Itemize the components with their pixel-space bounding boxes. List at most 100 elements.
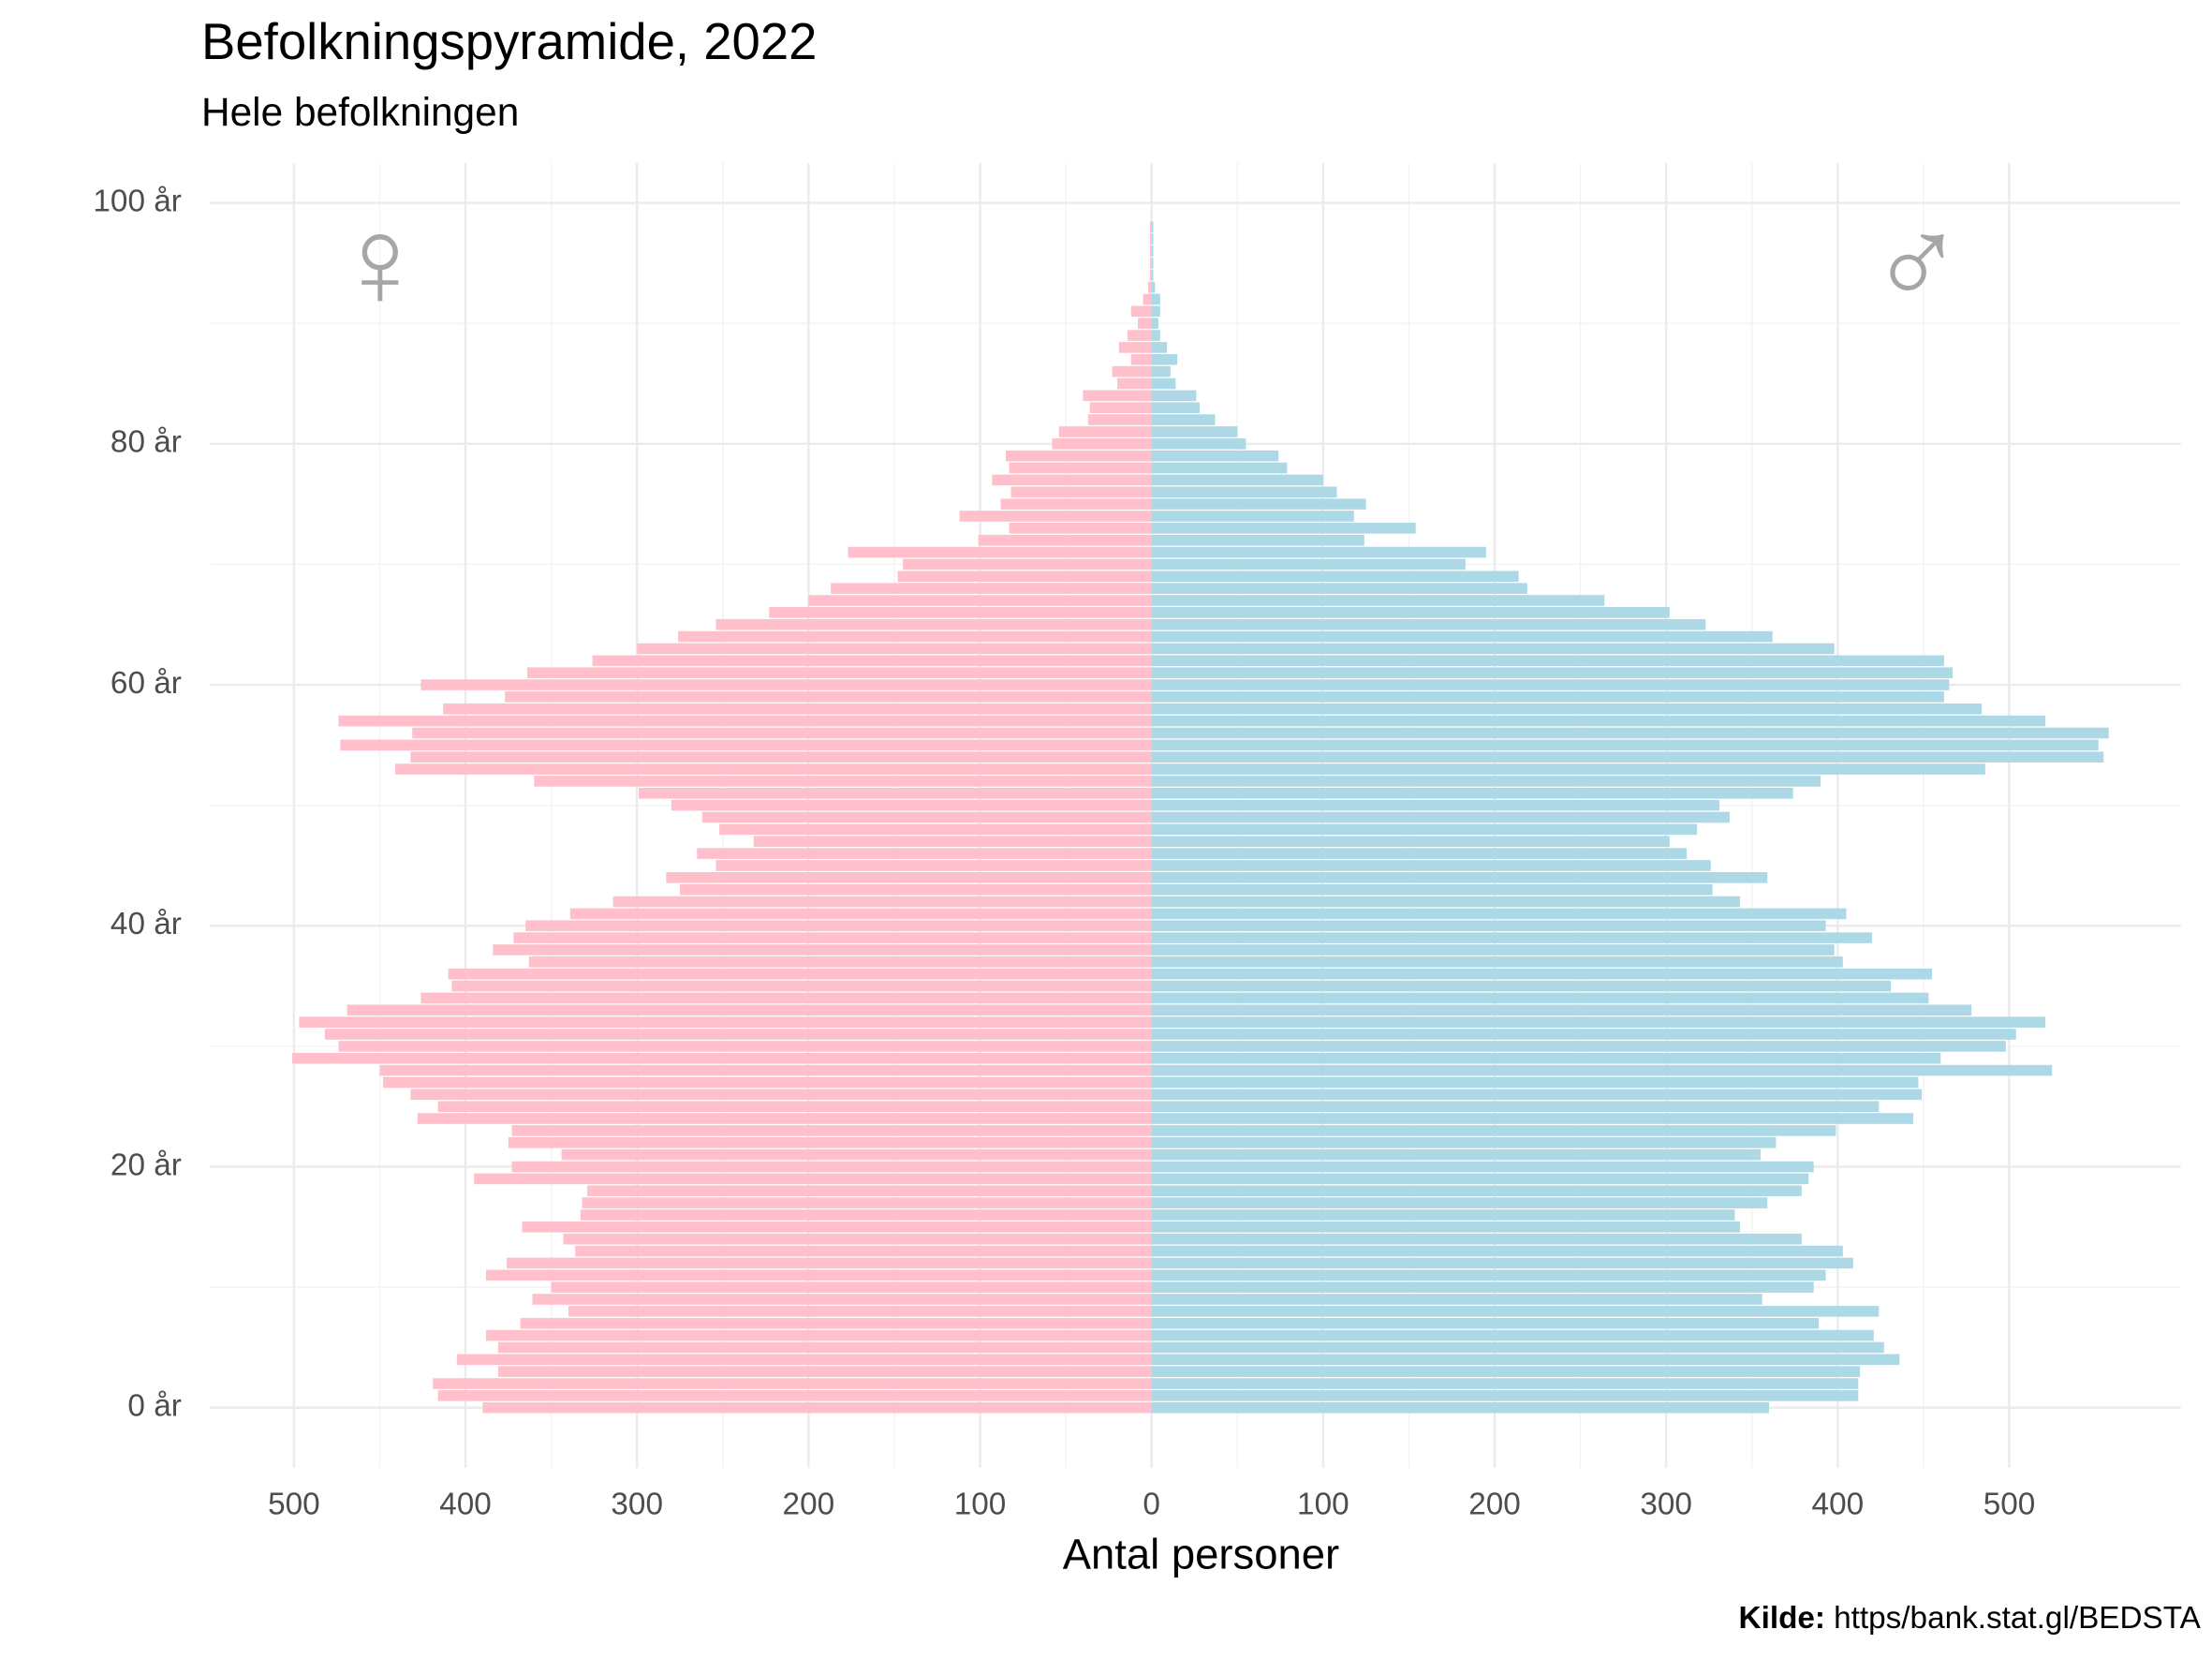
bar: [1151, 245, 1154, 257]
bar: [1151, 1222, 1740, 1233]
bar: [299, 1016, 1152, 1028]
bar: [417, 1113, 1152, 1124]
bar: [1130, 305, 1152, 318]
bar: [582, 1197, 1152, 1208]
bar: [1083, 390, 1152, 402]
bar: [569, 908, 1152, 920]
bar: [511, 1125, 1152, 1136]
chart-subtitle: Hele befolkningen: [201, 90, 519, 134]
bar: [482, 1401, 1152, 1414]
bar: [1149, 245, 1152, 257]
bar: [338, 1041, 1152, 1052]
x-axis-title: Antal personer: [1063, 1530, 1339, 1578]
bar: [1151, 1148, 1761, 1161]
y-tick-label: 100 år: [93, 184, 181, 218]
bar: [1151, 558, 1466, 570]
bar: [1151, 836, 1670, 848]
bar: [1151, 402, 1200, 414]
bar: [1151, 920, 1826, 932]
bar: [497, 1366, 1152, 1377]
bar: [1143, 293, 1152, 305]
caption: Kilde: https/bank.stat.gl/BEDSTA: [1739, 1601, 2202, 1636]
bar: [1151, 1233, 1802, 1245]
x-tick-label: 100: [1297, 1488, 1349, 1522]
bar: [1117, 378, 1152, 390]
bar: [511, 1161, 1152, 1173]
bar: [486, 1329, 1152, 1341]
bar: [1128, 330, 1152, 341]
bar: [1151, 438, 1246, 450]
bar: [1151, 908, 1847, 920]
bar: [1112, 365, 1152, 378]
bar: [637, 643, 1152, 655]
bar: [1151, 860, 1711, 871]
bar: [551, 1281, 1152, 1293]
bar: [1151, 1185, 1802, 1197]
x-tick-label: 200: [783, 1488, 835, 1522]
bar: [383, 1076, 1152, 1089]
bar: [1151, 944, 1835, 955]
bar: [1151, 739, 2099, 751]
bar: [563, 1233, 1152, 1245]
bar: [1148, 281, 1152, 293]
bar: [520, 1317, 1152, 1329]
y-tick-label: 20 år: [111, 1148, 182, 1182]
bar: [1151, 1390, 1859, 1401]
x-tick-label: 400: [439, 1488, 492, 1522]
bar: [1151, 1306, 1880, 1317]
bar: [1005, 450, 1152, 462]
bar: [1151, 365, 1171, 378]
bar: [1151, 318, 1159, 329]
bar: [1151, 1269, 1826, 1281]
bar: [1151, 607, 1670, 618]
bar: [1151, 1101, 1880, 1112]
bar: [1151, 414, 1216, 425]
bar: [1151, 811, 1730, 823]
bar: [1151, 1041, 2006, 1052]
bar: [1149, 258, 1152, 269]
bar: [532, 1294, 1152, 1305]
bar: [978, 534, 1152, 546]
bar: [992, 474, 1152, 486]
bar: [1151, 426, 1238, 437]
bar: [324, 1029, 1152, 1040]
bar: [612, 896, 1152, 908]
bar: [1151, 269, 1154, 281]
bar: [1151, 823, 1698, 836]
bar: [508, 1136, 1152, 1148]
bar: [1151, 511, 1354, 522]
bar: [412, 727, 1152, 739]
bar: [1151, 848, 1688, 859]
bar: [1151, 534, 1364, 546]
bar: [1151, 546, 1486, 558]
bar: [1149, 269, 1152, 281]
bar: [580, 1209, 1152, 1221]
bar: [1151, 1281, 1814, 1293]
bar: [1151, 1354, 1900, 1366]
bar: [769, 607, 1152, 618]
bar: [959, 511, 1152, 522]
bar: [1151, 1064, 2053, 1076]
bar: [1000, 498, 1152, 510]
bar: [679, 883, 1152, 896]
bar: [1151, 883, 1713, 896]
bar: [1151, 330, 1160, 341]
bar: [1151, 618, 1706, 630]
bar: [697, 848, 1152, 859]
bar: [410, 751, 1152, 763]
x-tick-label: 0: [1143, 1488, 1160, 1522]
bar: [715, 860, 1152, 871]
bar: [497, 1341, 1152, 1354]
bars: [292, 221, 2109, 1414]
labels: 500 400 300 200 100 0 100 200 300 400 500 0 år 20 år…: [93, 184, 2035, 1521]
bar: [1151, 763, 1985, 775]
bar: [1151, 679, 1950, 690]
bar: [1151, 788, 1793, 799]
bar: [1151, 1173, 1809, 1185]
bar: [420, 992, 1152, 1004]
bar: [1151, 956, 1843, 968]
bar: [474, 1173, 1152, 1185]
bar: [1130, 353, 1152, 365]
